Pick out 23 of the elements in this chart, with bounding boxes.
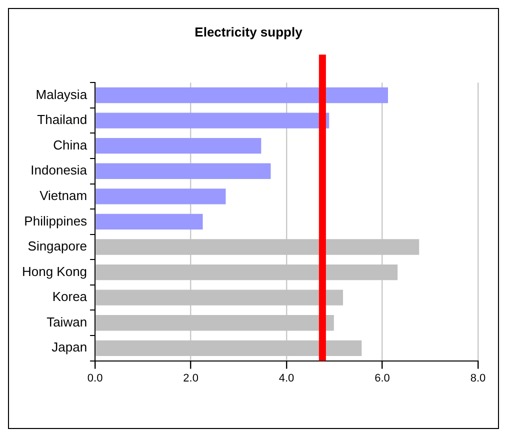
bar xyxy=(96,87,388,104)
bar xyxy=(96,163,271,179)
x-tick-label: 2.0 xyxy=(183,372,198,384)
y-tick-label: Thailand xyxy=(37,112,88,128)
x-tick-label: 6.0 xyxy=(374,372,390,384)
y-tick-label: Indonesia xyxy=(30,162,88,178)
y-tick-label: Hong Kong xyxy=(22,264,88,279)
y-tick-label: Taiwan xyxy=(46,314,88,330)
bar xyxy=(96,188,226,204)
y-tick-label: Vietnam xyxy=(40,188,88,203)
bar xyxy=(96,112,330,128)
x-tick-label: 4.0 xyxy=(278,372,294,384)
y-tick-label: Singapore xyxy=(28,238,88,254)
x-tick-label: 8.0 xyxy=(470,372,486,384)
chart-title: Electricity supply xyxy=(194,24,304,40)
y-tick-label: Malaysia xyxy=(36,86,88,102)
bar xyxy=(96,214,203,230)
y-tick-label: Korea xyxy=(52,289,88,304)
x-tick-label: 0.0 xyxy=(87,372,103,384)
bar xyxy=(96,138,262,154)
y-tick-label: Philippines xyxy=(24,213,88,228)
y-tick-label: Japan xyxy=(52,340,88,355)
y-tick-label: China xyxy=(53,137,88,152)
